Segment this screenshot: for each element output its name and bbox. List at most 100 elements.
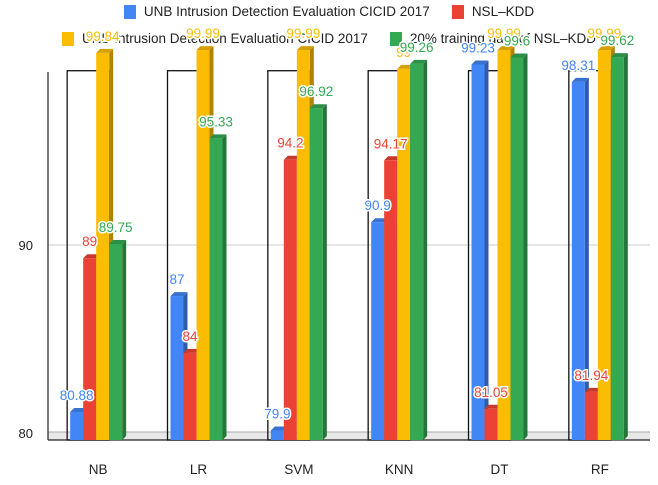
data-label-rf-s2: 99.99 (587, 26, 621, 41)
bar-top-knn-s0 (371, 218, 389, 223)
legend-label-nsl-kdd: NSL–KDD (471, 4, 535, 19)
bar-dt-s2 (497, 50, 511, 440)
bar-side-rf-s0 (584, 77, 589, 441)
bar-lr-s1 (183, 352, 197, 440)
bar-svm-s1 (283, 159, 297, 441)
bar-lr-s0 (170, 296, 184, 440)
x-tick-label-lr: LR (190, 462, 208, 477)
legend-item-unb-yellow: UNB Intrusion Detection Evaluation CICID… (61, 31, 368, 46)
bar-dt-s3 (510, 57, 524, 441)
legend-item-nsl-kdd: NSL–KDD (451, 4, 535, 19)
bar-side-rf-s3 (623, 53, 628, 440)
bar-svm-s0 (270, 430, 284, 440)
bar-top-nb-s3 (109, 239, 127, 244)
legend-row-2: UNB Intrusion Detection Evaluation CICID… (0, 31, 658, 46)
bar-rf-s0 (571, 81, 585, 441)
bar-top-dt-s2 (497, 46, 515, 51)
bar-top-lr-s0 (170, 292, 188, 297)
y-tick-label-80: 80 (19, 426, 33, 441)
bar-svm-s2 (296, 50, 310, 440)
legend-swatch-red (451, 4, 464, 19)
floor (48, 432, 650, 440)
y-tick-label-90: 90 (19, 238, 33, 253)
data-label-knn-s1: 94.17 (374, 136, 408, 151)
legend-label-unb-yellow: UNB Intrusion Detection Evaluation CICID… (81, 31, 368, 46)
data-label-dt-s3: 99.6 (504, 33, 530, 48)
legend-item-20pct: 20% training data of NSL–KDD (389, 31, 596, 46)
bar-top-knn-s2 (397, 64, 415, 69)
bar-side-lr-s3 (222, 134, 227, 440)
bar-top-svm-s3 (309, 104, 327, 109)
data-label-svm-s1: 94.2 (277, 136, 303, 151)
bar-top-rf-s3 (610, 53, 628, 58)
data-label-knn-s3: 99.26 (400, 40, 434, 55)
data-label-lr-s2: 99.99 (186, 26, 220, 41)
data-label-nb-s2: 99.84 (86, 29, 120, 44)
legend-swatch-yellow (61, 31, 74, 46)
x-tick-label-dt: DT (491, 462, 509, 477)
data-label-nb-s0: 80.88 (60, 388, 94, 403)
bar-knn-s2 (397, 68, 411, 441)
data-label-lr-s1: 84 (182, 329, 198, 344)
bar-side-dt-s3 (523, 53, 528, 441)
bar-dt-s1 (484, 408, 498, 440)
bar-top-dt-s1 (484, 404, 502, 409)
bar-top-svm-s2 (296, 46, 314, 51)
data-label-lr-s3: 95.33 (199, 114, 233, 129)
bar-top-lr-s1 (183, 348, 201, 353)
x-tick-label-knn: KNN (385, 462, 414, 477)
bar-side-knn-s3 (423, 59, 428, 441)
bar-top-knn-s3 (410, 59, 428, 64)
legend-item-unb-blue: UNB Intrusion Detection Evaluation CICID… (123, 4, 430, 19)
legend-swatch-blue (123, 4, 136, 19)
data-label-rf-s1: 81.94 (574, 368, 608, 383)
bar-dt-s0 (471, 64, 485, 440)
data-label-rf-s3: 99.62 (600, 33, 634, 48)
bar-top-rf-s1 (584, 387, 602, 392)
legend-label-20pct: 20% training data of NSL–KDD (409, 31, 596, 46)
data-label-lr-s0: 87 (169, 272, 184, 287)
bar-top-nb-s1 (83, 254, 101, 259)
bar-nb-s2 (96, 52, 110, 441)
bar-knn-s0 (371, 222, 385, 440)
bar-side-nb-s3 (122, 239, 127, 440)
bar-nb-s3 (109, 243, 123, 440)
bar-nb-s1 (83, 258, 97, 440)
bar-top-lr-s3 (209, 134, 227, 139)
bar-top-rf-s2 (597, 46, 615, 51)
data-label-rf-s0: 98.31 (561, 58, 595, 73)
bar-top-svm-s1 (283, 155, 301, 160)
bar-top-svm-s0 (270, 426, 288, 431)
bar-nb-s0 (70, 411, 84, 440)
bar-lr-s2 (196, 50, 210, 440)
data-label-knn-s0: 90.9 (365, 198, 391, 213)
data-label-nb-s3: 89.75 (99, 220, 133, 235)
data-label-svm-s3: 96.92 (299, 84, 333, 99)
x-tick-label-nb: NB (89, 462, 108, 477)
data-label-dt-s0: 99.23 (461, 40, 495, 55)
x-tick-label-rf: RF (591, 462, 609, 477)
bar-top-lr-s2 (196, 46, 214, 51)
legend-swatch-green (389, 31, 402, 46)
bar-side-svm-s3 (322, 104, 327, 440)
bar-rf-s3 (610, 57, 624, 440)
bar-top-rf-s0 (571, 77, 589, 82)
bar-knn-s3 (410, 63, 424, 441)
bar-top-nb-s0 (70, 407, 88, 412)
data-label-svm-s2: 99.99 (286, 26, 320, 41)
data-label-knn-s2: 99 (396, 45, 411, 60)
bar-knn-s1 (384, 160, 398, 440)
bar-top-dt-s3 (510, 53, 528, 58)
bar-top-nb-s2 (96, 48, 114, 53)
x-tick-label-svm: SVM (284, 462, 313, 477)
legend-label-unb-blue: UNB Intrusion Detection Evaluation CICID… (143, 4, 430, 19)
bar-rf-s2 (597, 50, 611, 440)
bar-svm-s3 (309, 108, 323, 440)
bar-rf-s1 (584, 391, 598, 440)
bar-lr-s3 (209, 138, 223, 440)
data-label-nb-s1: 89 (82, 234, 97, 249)
bar-side-dt-s0 (484, 60, 489, 441)
data-label-dt-s2: 99.99 (487, 26, 521, 41)
